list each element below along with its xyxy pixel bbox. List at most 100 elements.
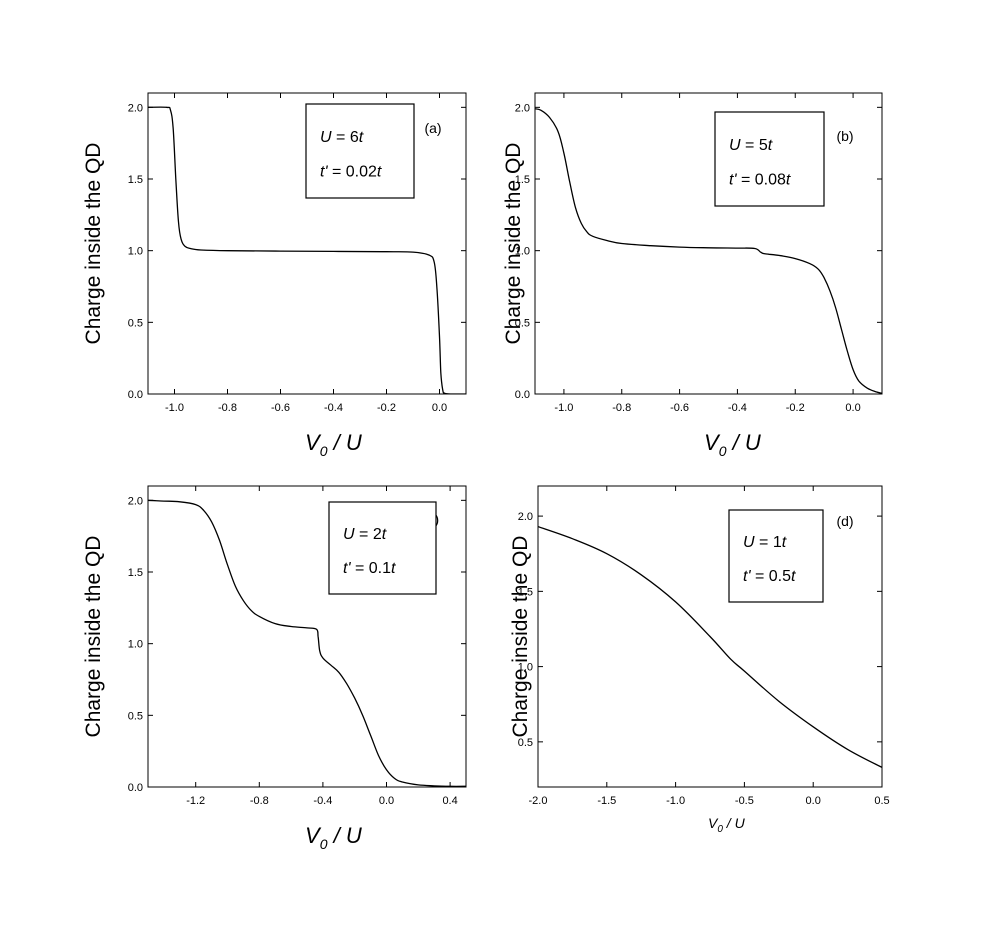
y-tick-label: 0.5 bbox=[128, 317, 143, 329]
x-axis-label-var: V bbox=[305, 823, 322, 848]
series-line bbox=[538, 525, 882, 768]
x-tick-label: -1.0 bbox=[554, 402, 573, 414]
y-axis-label: Charge inside the QD bbox=[82, 143, 105, 345]
x-tick-label: -0.8 bbox=[218, 402, 237, 414]
param-token: U bbox=[743, 534, 755, 551]
params-box bbox=[728, 509, 824, 603]
y-tick-label: 2.0 bbox=[515, 102, 530, 114]
panel-label: (a) bbox=[424, 120, 441, 136]
x-tick-label: 0.0 bbox=[379, 795, 394, 807]
y-tick-label: 1.5 bbox=[515, 174, 530, 186]
x-tick-label: -2.0 bbox=[529, 795, 548, 807]
param-token: 1 bbox=[773, 534, 782, 551]
y-tick-label: 2.0 bbox=[128, 495, 143, 507]
y-tick-label: 1.5 bbox=[128, 174, 143, 186]
param-line: t' = 0.1t bbox=[343, 560, 396, 577]
param-token: U bbox=[320, 129, 332, 146]
y-tick-label: 1.5 bbox=[518, 586, 533, 598]
param-token-italic: t bbox=[782, 534, 787, 551]
param-line: t' = 0.08t bbox=[729, 172, 791, 189]
x-axis-label-rest: / U bbox=[723, 815, 746, 831]
x-axis-label-sub: 0 bbox=[719, 443, 727, 459]
y-tick-label: 1.0 bbox=[128, 639, 143, 651]
series-line bbox=[148, 106, 466, 394]
x-axis-label-sub: 0 bbox=[717, 824, 723, 835]
param-token: = bbox=[759, 534, 768, 551]
chart-panel-d: -2.0 -1.5 -1.0 -0.5 0.0 0.5 0.5 1.0 1.5 2.0 Charge… bbox=[509, 485, 890, 835]
y-tick-label: 1.5 bbox=[128, 567, 143, 579]
x-tick-label: -1.0 bbox=[666, 795, 685, 807]
param-token-italic: t bbox=[359, 129, 364, 146]
y-tick-label: 0.5 bbox=[128, 710, 143, 722]
param-token: 5 bbox=[759, 137, 768, 154]
x-axis-label-rest: / U bbox=[327, 430, 361, 455]
panel-label: (b) bbox=[836, 128, 853, 144]
y-tick-label: 2.0 bbox=[128, 102, 143, 114]
param-token: 0.5 bbox=[769, 568, 791, 585]
x-axis-label-var: V bbox=[704, 430, 721, 455]
param-token: 0.02 bbox=[346, 164, 377, 181]
chart-panel-a: -1.0 -0.8 -0.6 -0.4 -0.2 0.0 0.0 0.5 1.0 1.5 2.0 Ch… bbox=[82, 92, 467, 459]
y-tick-label: 1.0 bbox=[128, 246, 143, 258]
param-token: 6 bbox=[350, 129, 359, 146]
y-axis-label: Charge inside the QD bbox=[82, 536, 105, 738]
y-axis-label: Charge inside the QD bbox=[502, 143, 525, 345]
x-axis-label-sub: 0 bbox=[320, 836, 328, 852]
x-axis-label-var: V bbox=[708, 815, 719, 831]
x-tick-label: -1.0 bbox=[165, 402, 184, 414]
x-axis-label-rest: / U bbox=[726, 430, 760, 455]
x-tick-label: -0.2 bbox=[786, 402, 805, 414]
x-tick-label: -0.4 bbox=[324, 402, 343, 414]
param-token: = bbox=[332, 164, 341, 181]
param-line: U = 6t bbox=[320, 129, 364, 146]
param-token: 2 bbox=[373, 526, 382, 543]
param-token-italic: t bbox=[768, 137, 773, 154]
param-token: = bbox=[336, 129, 345, 146]
param-token: = bbox=[359, 526, 368, 543]
param-line: t' = 0.5t bbox=[743, 568, 796, 585]
x-tick-label: -0.4 bbox=[728, 402, 747, 414]
params-box bbox=[305, 103, 415, 199]
x-tick-label: 0.5 bbox=[874, 795, 889, 807]
chart-panel-b: -1.0 -0.8 -0.6 -0.4 -0.2 0.0 0.0 0.5 1.0 1.5 2.0 Ch… bbox=[502, 92, 883, 459]
param-token: 0.1 bbox=[369, 560, 391, 577]
x-axis-label: V0 / U bbox=[305, 430, 362, 459]
param-line: U = 5t bbox=[729, 137, 773, 154]
x-tick-label: -0.8 bbox=[250, 795, 269, 807]
y-axis-label: Charge inside the QD bbox=[509, 536, 532, 738]
param-token: t' bbox=[729, 172, 737, 189]
chart-panel-c: -1.2 -0.8 -0.4 0.0 0.4 0.0 0.5 1.0 1.5 2.0 Charge … bbox=[82, 485, 467, 852]
param-token: U bbox=[729, 137, 741, 154]
param-token-italic: t bbox=[377, 164, 382, 181]
param-token: = bbox=[741, 172, 750, 189]
x-tick-label: 0.0 bbox=[432, 402, 447, 414]
x-tick-label: -1.5 bbox=[597, 795, 616, 807]
x-axis-label: V0 / U bbox=[704, 430, 761, 459]
param-line: U = 2t bbox=[343, 526, 387, 543]
y-tick-label: 2.0 bbox=[518, 511, 533, 523]
y-tick-label: 0.0 bbox=[128, 782, 143, 794]
param-token: = bbox=[755, 568, 764, 585]
x-tick-label: -0.8 bbox=[612, 402, 631, 414]
param-token-italic: t bbox=[391, 560, 396, 577]
x-tick-label: -0.6 bbox=[271, 402, 290, 414]
x-axis-label-sub: 0 bbox=[320, 443, 328, 459]
plot-frame bbox=[534, 92, 883, 395]
x-tick-label: -1.2 bbox=[186, 795, 205, 807]
y-tick-label: 0.0 bbox=[128, 389, 143, 401]
x-tick-label: -0.6 bbox=[670, 402, 689, 414]
param-token: t' bbox=[320, 164, 328, 181]
series-line bbox=[535, 108, 882, 394]
param-token: = bbox=[355, 560, 364, 577]
plot-frame bbox=[147, 485, 467, 788]
x-tick-label: -0.2 bbox=[377, 402, 396, 414]
param-token: t' bbox=[343, 560, 351, 577]
params-box bbox=[714, 111, 825, 207]
x-tick-label: 0.4 bbox=[442, 795, 457, 807]
param-token-italic: t bbox=[791, 568, 796, 585]
param-token-italic: t bbox=[786, 172, 791, 189]
params-box bbox=[328, 501, 437, 595]
param-token: 0.08 bbox=[755, 172, 786, 189]
series-line bbox=[148, 499, 466, 787]
plot-frame bbox=[147, 92, 467, 395]
